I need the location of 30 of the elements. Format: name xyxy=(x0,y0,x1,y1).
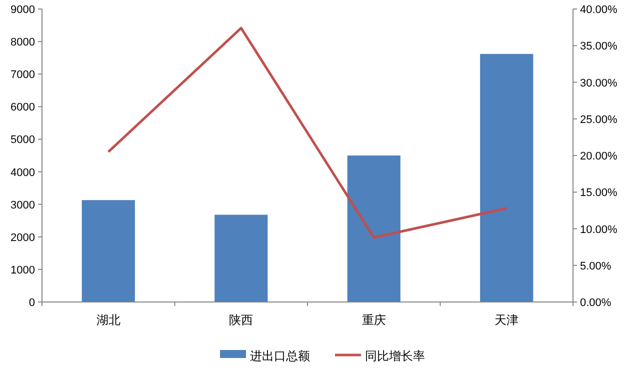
legend-label: 进出口总额 xyxy=(250,349,310,363)
legend-label: 同比增长率 xyxy=(365,349,425,363)
bar xyxy=(480,54,534,302)
y2-tick-label: 35.00% xyxy=(580,40,618,53)
y2-tick-label: 30.00% xyxy=(580,77,618,90)
y2-tick-label: 40.00% xyxy=(580,4,618,16)
x-tick-label: 天津 xyxy=(494,313,519,327)
y-tick-label: 8000 xyxy=(10,36,35,49)
x-tick-label: 重庆 xyxy=(362,313,386,327)
y-tick-label: 9000 xyxy=(10,4,35,16)
bar xyxy=(347,156,400,302)
line-series xyxy=(107,26,508,239)
x-tick-label: 陕西 xyxy=(229,313,254,327)
x-tick-label: 湖北 xyxy=(96,313,120,327)
y-tick-label: 2000 xyxy=(10,232,35,244)
bar xyxy=(82,200,135,302)
bar xyxy=(214,214,268,302)
y-tick-label: 7000 xyxy=(10,69,35,82)
y2-tick-label: 5.00% xyxy=(580,260,612,272)
y2-tick-label: 20.00% xyxy=(580,150,618,162)
y2-tick-label: 10.00% xyxy=(580,224,618,236)
y2-tick-label: 15.00% xyxy=(580,187,618,200)
y-tick-label: 3000 xyxy=(10,199,35,212)
y-tick-label: 5000 xyxy=(10,134,35,146)
y2-tick-label: 0.00% xyxy=(580,297,612,309)
y-tick-label: 0 xyxy=(28,297,35,309)
y2-tick-label: 25.00% xyxy=(580,114,618,126)
y-tick-label: 1000 xyxy=(10,264,35,276)
y-tick-label: 6000 xyxy=(10,102,35,114)
y-tick-label: 4000 xyxy=(10,166,35,179)
